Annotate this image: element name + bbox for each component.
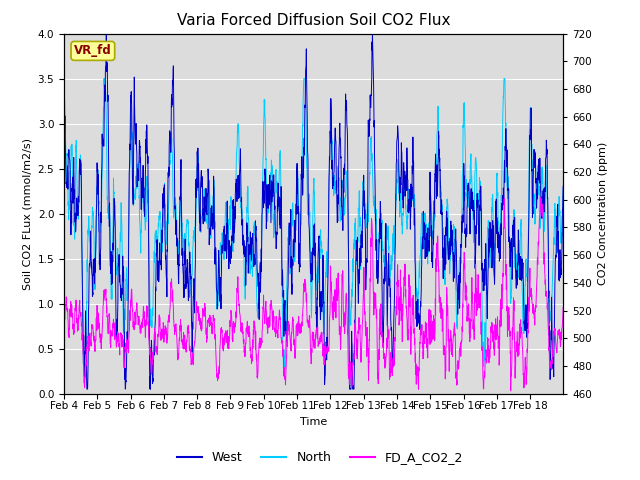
- Legend: West, North, FD_A_CO2_2: West, North, FD_A_CO2_2: [172, 446, 468, 469]
- Title: Varia Forced Diffusion Soil CO2 Flux: Varia Forced Diffusion Soil CO2 Flux: [177, 13, 451, 28]
- Line: North: North: [64, 79, 563, 375]
- Text: VR_fd: VR_fd: [74, 44, 112, 58]
- X-axis label: Time: Time: [300, 417, 327, 427]
- Line: West: West: [64, 34, 563, 389]
- Y-axis label: Soil CO2 FLux (mmol/m2/s): Soil CO2 FLux (mmol/m2/s): [22, 138, 32, 289]
- Line: FD_A_CO2_2: FD_A_CO2_2: [64, 198, 563, 391]
- Y-axis label: CO2 Concentration (ppm): CO2 Concentration (ppm): [598, 142, 607, 285]
